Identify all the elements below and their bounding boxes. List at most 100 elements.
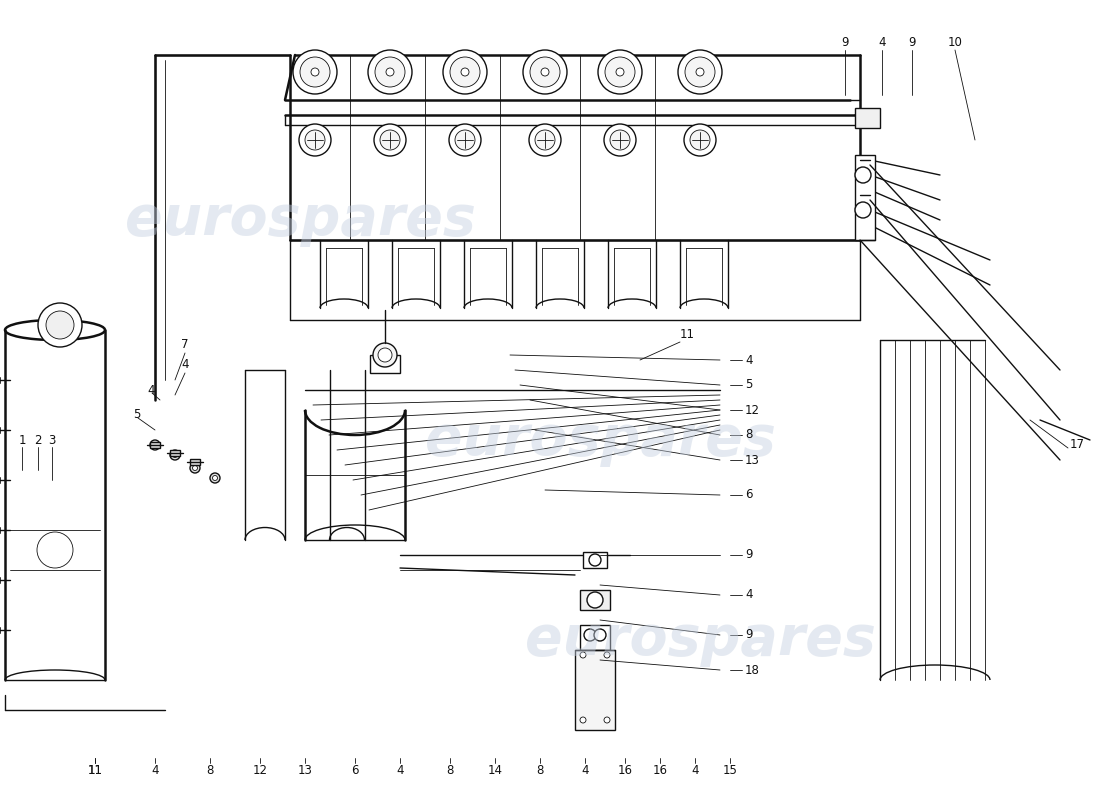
Circle shape — [678, 50, 722, 94]
Circle shape — [150, 440, 160, 450]
Circle shape — [580, 652, 586, 658]
Text: 4: 4 — [147, 383, 155, 397]
Circle shape — [604, 717, 611, 723]
Circle shape — [374, 124, 406, 156]
Circle shape — [598, 50, 642, 94]
Circle shape — [594, 629, 606, 641]
Circle shape — [46, 311, 74, 339]
Circle shape — [604, 652, 611, 658]
Bar — [370, 355, 400, 373]
Bar — [855, 108, 880, 128]
Text: 11: 11 — [680, 329, 695, 342]
Text: 11: 11 — [88, 763, 102, 777]
Text: 3: 3 — [48, 434, 56, 446]
Circle shape — [522, 50, 566, 94]
Circle shape — [580, 717, 586, 723]
Text: 12: 12 — [253, 763, 267, 777]
Circle shape — [690, 130, 710, 150]
Circle shape — [541, 68, 549, 76]
Text: 5: 5 — [133, 409, 140, 422]
Circle shape — [212, 475, 218, 481]
Bar — [575, 650, 615, 730]
Text: 5: 5 — [745, 378, 752, 391]
Text: 9: 9 — [842, 35, 849, 49]
Text: 9: 9 — [745, 549, 752, 562]
Circle shape — [450, 57, 480, 87]
Circle shape — [170, 450, 180, 460]
Circle shape — [311, 68, 319, 76]
Text: 18: 18 — [745, 663, 760, 677]
Circle shape — [299, 124, 331, 156]
Circle shape — [587, 592, 603, 608]
Text: 16: 16 — [652, 763, 668, 777]
Circle shape — [855, 202, 871, 218]
Circle shape — [39, 303, 82, 347]
Circle shape — [455, 130, 475, 150]
Text: 7: 7 — [182, 338, 189, 351]
Text: 14: 14 — [487, 763, 503, 777]
Text: 4: 4 — [396, 763, 404, 777]
Circle shape — [190, 463, 200, 473]
Circle shape — [535, 130, 556, 150]
Text: eurospares: eurospares — [525, 613, 876, 667]
Bar — [580, 590, 611, 610]
Circle shape — [584, 629, 596, 641]
Text: 13: 13 — [745, 454, 760, 466]
Text: 4: 4 — [878, 35, 886, 49]
Circle shape — [293, 50, 337, 94]
Circle shape — [386, 68, 394, 76]
Circle shape — [305, 130, 324, 150]
Text: 4: 4 — [745, 354, 752, 366]
Circle shape — [378, 348, 392, 362]
Circle shape — [153, 442, 157, 447]
Circle shape — [192, 466, 198, 470]
Circle shape — [37, 532, 73, 568]
Text: 11: 11 — [88, 763, 102, 777]
Bar — [150, 442, 160, 448]
Text: 1: 1 — [19, 434, 25, 446]
Circle shape — [368, 50, 412, 94]
Circle shape — [461, 68, 469, 76]
Text: 16: 16 — [617, 763, 632, 777]
Circle shape — [379, 130, 400, 150]
Bar — [190, 459, 200, 465]
Text: 4: 4 — [182, 358, 189, 371]
Circle shape — [375, 57, 405, 87]
Circle shape — [696, 68, 704, 76]
Text: 17: 17 — [1070, 438, 1085, 451]
Text: eurospares: eurospares — [124, 193, 475, 247]
Bar — [583, 552, 607, 568]
Circle shape — [685, 57, 715, 87]
Circle shape — [605, 57, 635, 87]
Circle shape — [684, 124, 716, 156]
Bar — [170, 450, 180, 456]
Circle shape — [529, 124, 561, 156]
Text: 15: 15 — [723, 763, 737, 777]
Text: 6: 6 — [745, 489, 752, 502]
Text: 4: 4 — [691, 763, 698, 777]
Text: eurospares: eurospares — [425, 413, 776, 467]
Circle shape — [530, 57, 560, 87]
Text: 8: 8 — [207, 763, 213, 777]
Text: 9: 9 — [745, 629, 752, 642]
Circle shape — [210, 473, 220, 483]
Text: 8: 8 — [745, 429, 752, 442]
Text: 12: 12 — [745, 403, 760, 417]
Text: 13: 13 — [298, 763, 312, 777]
Text: 2: 2 — [34, 434, 42, 446]
Text: 4: 4 — [581, 763, 589, 777]
Circle shape — [300, 57, 330, 87]
Text: 9: 9 — [909, 35, 915, 49]
Circle shape — [588, 554, 601, 566]
Circle shape — [616, 68, 624, 76]
Bar — [580, 625, 611, 650]
Bar — [855, 155, 875, 240]
Text: 10: 10 — [947, 35, 962, 49]
Text: 4: 4 — [152, 763, 158, 777]
Text: 8: 8 — [537, 763, 543, 777]
Circle shape — [855, 167, 871, 183]
Circle shape — [173, 453, 177, 458]
Text: 4: 4 — [745, 589, 752, 602]
Text: 8: 8 — [447, 763, 453, 777]
Circle shape — [610, 130, 630, 150]
